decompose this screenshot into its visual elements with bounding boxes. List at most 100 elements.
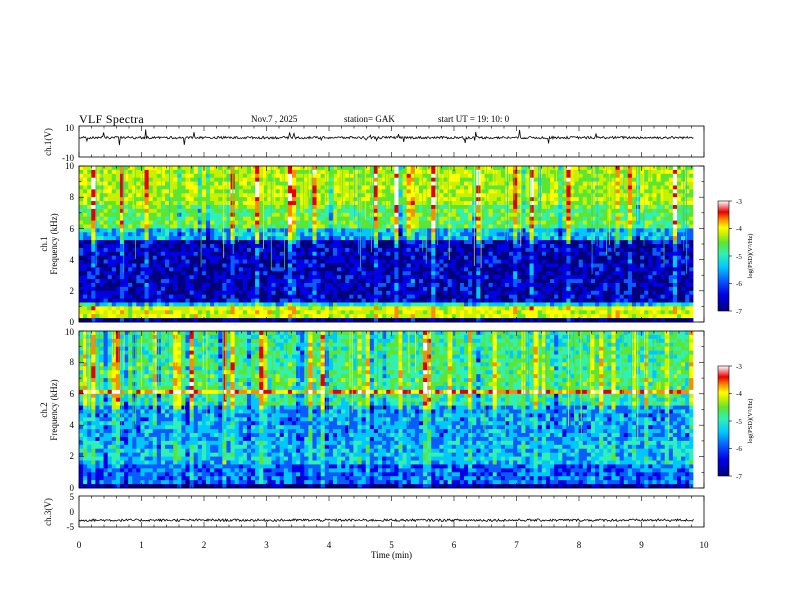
ch1-spectrogram-cell — [406, 279, 412, 284]
ch1-spectrogram-cell — [283, 283, 289, 288]
ch1-spectrogram-cell — [308, 236, 313, 241]
ch1-spectrogram-cell — [251, 236, 256, 241]
ch1-spectrogram-cell — [464, 286, 469, 292]
ch1-spectrogram-cell — [427, 169, 432, 175]
ch1-spectrogram-cell — [128, 216, 133, 221]
ch1-spectrogram-cell — [631, 263, 637, 268]
ch1-spectrogram-cell — [480, 224, 485, 229]
ch1-spectrogram-cell — [476, 255, 481, 260]
ch1-spectrogram-cell — [332, 290, 338, 296]
ch1-spectrogram-cell — [226, 189, 231, 194]
ch1-spectrogram-cell — [251, 271, 256, 276]
ch1-spectrogram-cell — [656, 271, 662, 276]
ch1-spectrogram-cell — [152, 201, 158, 206]
ch1-spectrogram-cell — [226, 205, 231, 210]
ch1-spectrogram-cell — [119, 185, 125, 190]
ch1-spectrogram-cell — [332, 169, 338, 175]
ch1-spectrogram-cell — [251, 189, 256, 194]
ch1-spectrogram-cell — [287, 271, 293, 276]
ch1-spectrogram-cell — [119, 197, 125, 202]
ch1-spectrogram-cell — [210, 255, 215, 260]
ch1-spectrogram-cell — [218, 189, 223, 194]
ch1-spectrogram-cell — [550, 283, 555, 288]
ch1-spectrogram-cell — [590, 212, 596, 218]
ch1-spectrogram-cell — [660, 236, 666, 241]
ch1-spectrogram-cell — [287, 181, 293, 186]
ch1-spectrogram-cell — [205, 236, 211, 241]
ch1-spectrogram-cell — [263, 251, 268, 257]
ch1-spectrogram-cell — [296, 193, 301, 198]
ch1-spectrogram-cell — [652, 189, 657, 194]
ch1-spectrogram-cell — [435, 271, 440, 276]
ch1-spectrogram-cell — [513, 169, 518, 175]
ch1-spectrogram-cell — [402, 197, 408, 202]
ch1-spectrogram-cell — [328, 251, 334, 257]
ch1-spectrogram-cell — [337, 220, 342, 225]
ch1-spectrogram-cell — [111, 286, 117, 292]
ch1-spectrogram-cell — [611, 208, 616, 214]
ch1-spectrogram-cell — [513, 240, 518, 245]
ch1-spectrogram-cell — [517, 169, 522, 175]
ch1-spectrogram-cell — [517, 212, 522, 218]
ch1-spectrogram-cell — [566, 201, 571, 206]
ch1-spectrogram-cell — [590, 251, 596, 257]
ch1-spectrogram-cell — [373, 189, 379, 194]
ch1-spectrogram-cell — [308, 197, 313, 202]
ch1-spectrogram-cell — [308, 212, 313, 218]
ch1-spectrogram-cell — [439, 228, 444, 233]
ch1-spectrogram-cell — [193, 193, 199, 198]
ch1-spectrogram-cell — [398, 240, 403, 245]
ch1-spectrogram-cell — [582, 212, 588, 218]
ch1-spectrogram-cell — [169, 228, 174, 233]
ch1-spectrogram-cell — [128, 224, 133, 229]
ch1-spectrogram-cell — [672, 244, 678, 249]
ch1-spectrogram-cell — [545, 286, 551, 292]
ch1-spectrogram-cell — [246, 286, 252, 292]
ch1-spectrogram-cell — [312, 208, 317, 214]
ch1-spectrogram-cell — [308, 263, 313, 268]
ch1-spectrogram-cell — [144, 208, 150, 214]
ch1-spectrogram-cell — [189, 173, 195, 179]
ch1-spectrogram-cell — [533, 205, 539, 210]
ch1-spectrogram-cell — [361, 259, 367, 264]
ch1-spectrogram-cell — [656, 232, 662, 237]
ch1-spectrogram-cell — [676, 286, 682, 292]
ch1-spectrogram-cell — [148, 232, 154, 237]
ch1-spectrogram-cell — [287, 263, 293, 268]
ch1-spectrogram-cell — [566, 228, 571, 233]
ch1-spectrogram-cell — [652, 169, 657, 175]
ch1-spectrogram-cell — [291, 169, 297, 175]
ch1-spectrogram-cell — [193, 201, 199, 206]
ch1-spectrogram-cell — [619, 275, 625, 280]
ch1-spectrogram-cell — [136, 216, 141, 221]
ch1-spectrogram-cell — [623, 244, 629, 249]
ch1-spectrogram-cell — [181, 169, 186, 175]
ch1-spectrogram-cell — [636, 259, 641, 264]
ch1-spectrogram-cell — [668, 185, 674, 190]
ch1-spectrogram-cell — [103, 169, 109, 175]
ch1-spectrogram-cell — [263, 236, 268, 241]
ch1-spectrogram-cell — [320, 216, 326, 221]
ch1-spectrogram-cell — [541, 181, 547, 186]
ch1-spectrogram-cell — [554, 224, 559, 229]
ch1-spectrogram-cell — [214, 286, 219, 292]
ch1-spectrogram-cell — [165, 275, 170, 280]
ch1-spectrogram-cell — [259, 189, 264, 194]
ch1-spectrogram-cell — [660, 240, 666, 245]
ch1-spectrogram-cell — [398, 185, 403, 190]
ch1-spectrogram-cell — [582, 279, 588, 284]
ch1-spectrogram-cell — [480, 166, 485, 171]
ch1-spectrogram-cell — [660, 205, 666, 210]
ch1-spectrogram-cell — [226, 263, 231, 268]
ch1-spectrogram-cell — [144, 193, 150, 198]
ch1-spectrogram-cell — [513, 259, 518, 264]
ch1-spectrogram-cell — [517, 279, 522, 284]
ch1-spectrogram-cell — [533, 259, 539, 264]
ch1-spectrogram-cell — [304, 286, 309, 292]
ch1-spectrogram-cell — [459, 240, 465, 245]
ch1-spectrogram-cell — [373, 232, 379, 237]
ch1-spectrogram-cell — [328, 267, 334, 272]
ch1-spectrogram-cell — [660, 267, 666, 272]
ch1-spectrogram-cell — [242, 193, 248, 198]
ch1-spectrogram-cell — [373, 236, 379, 241]
